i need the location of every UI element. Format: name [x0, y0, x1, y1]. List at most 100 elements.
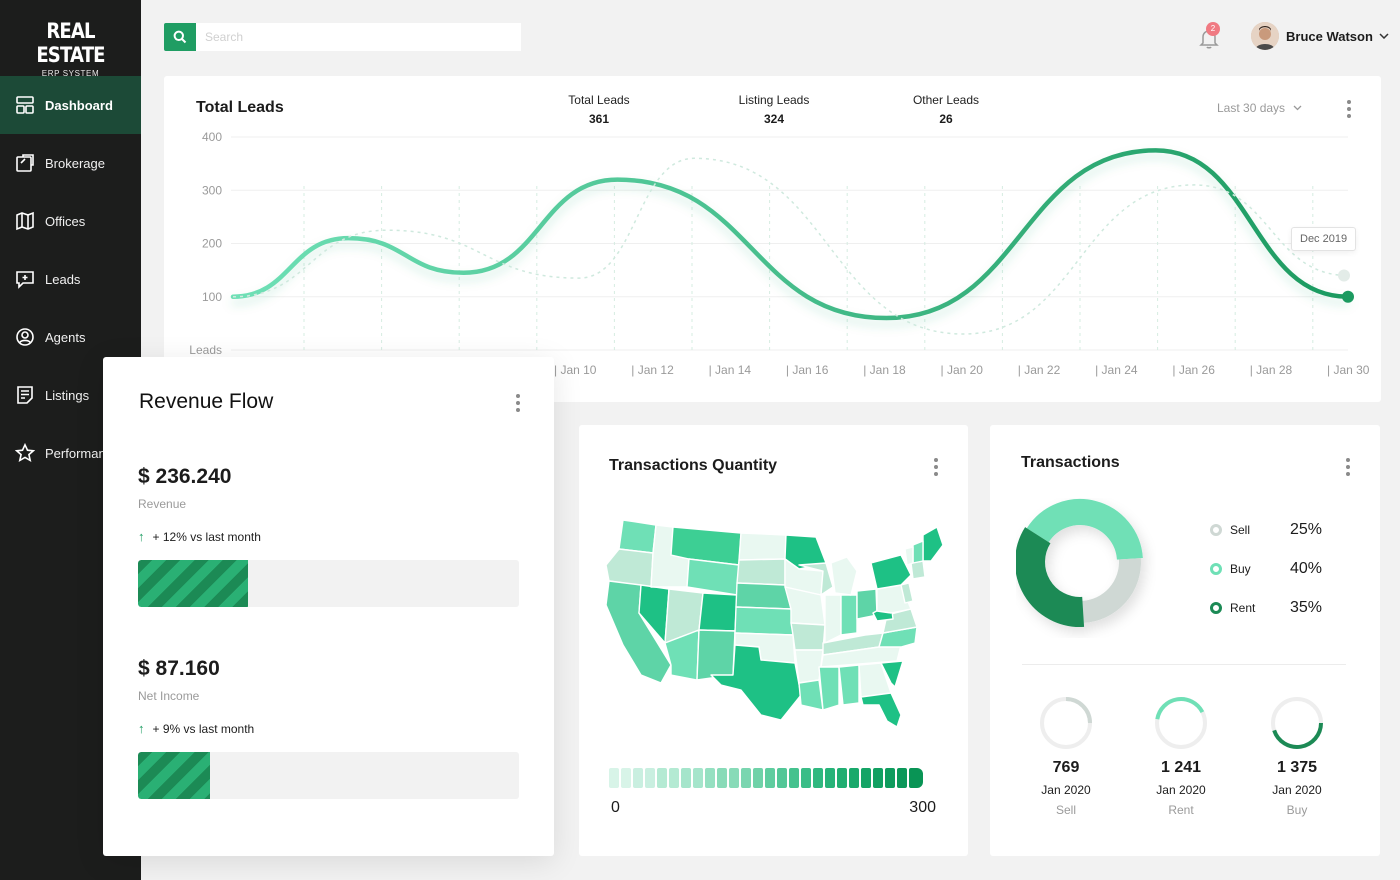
legend-value: 40% [1290, 560, 1323, 577]
stat-label: Listing Leads [738, 93, 810, 107]
x-tick-label: | Jan 12 [631, 363, 674, 377]
series-end-point-secondary [1338, 269, 1350, 282]
sidebar-item-agents[interactable]: Agents [0, 308, 141, 366]
heat-scale-step [669, 768, 679, 788]
legend-label: Rent [1230, 601, 1256, 615]
heat-scale-step [729, 768, 739, 788]
mini-stat-sell: 769 Jan 2020 Sell [1021, 695, 1111, 817]
net-income-label: Net Income [138, 689, 200, 703]
chart-tooltip: Dec 2019 [1291, 227, 1357, 251]
ring-progress [1065, 697, 1092, 724]
sidebar-item-label: Listings [45, 387, 90, 403]
dashboard-icon [16, 96, 34, 114]
sidebar-item-dashboard[interactable]: Dashboard [0, 76, 141, 134]
heat-scale-step [681, 768, 691, 788]
user-menu[interactable]: Bruce Watson [1251, 22, 1389, 50]
x-tick-label: | Jan 10 [554, 363, 597, 377]
series-line-primary [230, 148, 1351, 321]
x-tick-label: | Jan 14 [709, 363, 752, 377]
leads-card-title: Total Leads [196, 99, 284, 116]
series-line-secondary [232, 157, 1349, 335]
x-tick-label: | Jan 22 [1018, 363, 1061, 377]
sidebar-item-offices[interactable]: Offices [0, 192, 141, 250]
sidebar-item-leads[interactable]: Leads [0, 250, 141, 308]
y-tick-label: 300 [202, 183, 222, 197]
heat-scale-step [753, 768, 763, 788]
y-axis-label: Leads [189, 343, 222, 357]
heat-scale-step [693, 768, 703, 788]
divider [1022, 664, 1346, 665]
net-income-amount: $ 87.160 [138, 657, 220, 680]
leads-chart: 400 300 200 100 Leads | Jan 10 | Jan 12 | Jan 1… [189, 130, 1370, 377]
net-income-progress [138, 752, 519, 799]
heat-scale-step [825, 768, 835, 788]
donut-segment-rent[interactable] [1016, 527, 1085, 627]
search-button[interactable] [164, 23, 196, 51]
heat-scale-step [789, 768, 799, 788]
heat-scale-step [873, 768, 883, 788]
brokerage-icon [16, 154, 34, 172]
series-end-point-primary[interactable] [1342, 290, 1354, 303]
revenue-flow-card: Revenue Flow $ 236.240 Revenue ↑ + 12% v… [103, 357, 554, 856]
stat-label: Total Leads [568, 93, 630, 107]
brand-logo: REAL ESTATE ERP SYSTEM [0, 0, 141, 78]
revenue-amount: $ 236.240 [138, 465, 232, 488]
heat-scale-step [765, 768, 775, 788]
scale-max-label: 300 [909, 799, 936, 816]
x-tick-label: | Jan 16 [786, 363, 829, 377]
revenue-menu-button[interactable] [516, 394, 520, 415]
stat-total-leads: Total Leads 361 [539, 93, 659, 126]
document-icon [17, 386, 33, 404]
sidebar-item-performance[interactable]: Performance [0, 424, 141, 482]
sell-ring-chart [1040, 697, 1092, 749]
mini-value: 1 375 [1276, 759, 1318, 776]
sidebar-item-label: Dashboard [45, 97, 113, 113]
heat-scale-step [897, 768, 907, 788]
donut-segment-sell[interactable] [1081, 558, 1141, 623]
stat-value: 26 [939, 112, 953, 126]
legend-dot [1210, 563, 1222, 575]
legend-value: 35% [1290, 599, 1323, 616]
mini-date: Jan 2020 [1272, 783, 1322, 797]
legend-dot [1210, 602, 1222, 614]
brand-title: REAL ESTATE [36, 19, 105, 67]
sidebar-item-label: Agents [45, 329, 86, 345]
sidebar-item-brokerage[interactable]: Brokerage [0, 134, 141, 192]
rent-ring-chart [1155, 697, 1207, 749]
date-range-select[interactable]: Last 30 days [1217, 101, 1302, 115]
heat-scale-step [777, 768, 787, 788]
stat-value: 361 [588, 112, 610, 126]
star-icon [15, 443, 35, 463]
heat-scale-step [741, 768, 751, 788]
leads-menu-button[interactable] [1347, 100, 1351, 121]
transactions-menu-button[interactable] [1346, 458, 1350, 479]
mini-date: Jan 2020 [1156, 783, 1206, 797]
legend-label: Buy [1230, 562, 1251, 576]
donut-segment-buy[interactable] [1026, 499, 1143, 561]
stat-listing-leads: Listing Leads 324 [714, 93, 834, 126]
revenue-progress-fill [138, 560, 249, 607]
heat-scale-bar [609, 768, 923, 788]
user-circle-icon [16, 328, 34, 346]
heat-scale-step [621, 768, 631, 788]
search-input[interactable] [196, 23, 521, 51]
stat-other-leads: Other Leads 26 [886, 93, 1006, 126]
ring-progress [1155, 697, 1205, 720]
tooltip-text: Dec 2019 [1300, 233, 1348, 245]
legend-buy: Buy 40% [1210, 560, 1330, 577]
mini-type: Buy [1286, 803, 1308, 817]
buy-ring-chart [1271, 697, 1323, 749]
net-income-progress-fill [138, 752, 211, 799]
heat-scale-step [861, 768, 871, 788]
sidebar-item-listings[interactable]: Listings [0, 366, 141, 424]
arrow-up-icon: ↑ [138, 721, 145, 736]
mini-value: 769 [1052, 759, 1080, 776]
x-tick-label: | Jan 18 [863, 363, 906, 377]
sidebar-item-label: Brokerage [45, 155, 105, 171]
heat-scale-step [885, 768, 895, 788]
x-tick-label: | Jan 28 [1250, 363, 1293, 377]
heat-scale-step [633, 768, 643, 788]
transactions-quantity-menu-button[interactable] [934, 458, 938, 479]
transactions-quantity-title: Transactions Quantity [609, 457, 778, 474]
mini-type: Sell [1055, 803, 1076, 817]
